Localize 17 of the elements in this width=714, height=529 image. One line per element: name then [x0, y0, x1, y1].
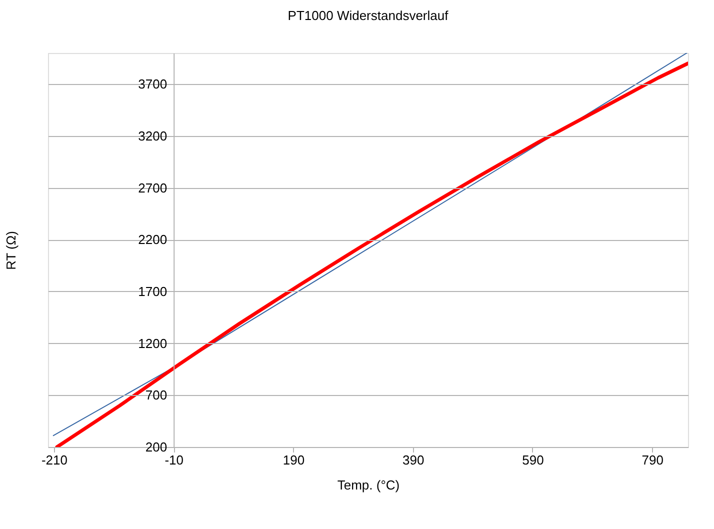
x-tick-label: -10	[164, 452, 184, 468]
y-axis-title: RT (Ω)	[4, 231, 18, 270]
y-tick-label: 3700	[138, 76, 168, 92]
chart-title: PT1000 Widerstandsverlauf	[288, 8, 449, 23]
x-tick-label: 190	[282, 452, 305, 468]
x-tick-label: 790	[642, 452, 664, 468]
y-tick-label: 1700	[138, 284, 168, 299]
x-tick-label: 390	[402, 452, 424, 468]
x-axis-title: Temp. (°C)	[337, 478, 400, 492]
y-tick-label: 200	[145, 440, 168, 454]
y-tick-label: 700	[145, 388, 168, 403]
y-tick-label: 1200	[138, 336, 168, 351]
y-tick-label: 2700	[138, 180, 168, 196]
x-tick-label: -210	[41, 452, 68, 468]
y-tick-label: 2200	[138, 232, 168, 248]
x-tick-label: 590	[522, 452, 544, 468]
y-tick-label: 3200	[138, 128, 168, 144]
